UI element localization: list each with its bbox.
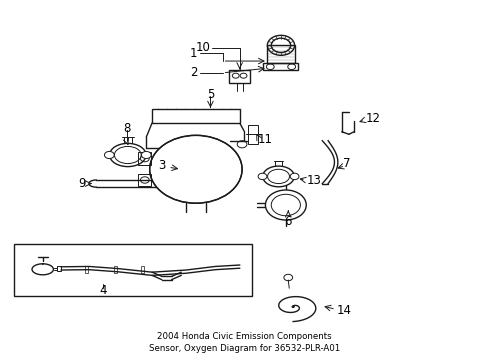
Circle shape: [258, 173, 266, 180]
Circle shape: [265, 190, 305, 220]
Bar: [152, 109, 239, 123]
Ellipse shape: [109, 143, 146, 167]
Bar: [57, 266, 61, 271]
Bar: [114, 266, 117, 273]
Text: 3: 3: [158, 159, 165, 172]
Bar: [263, 63, 298, 70]
Text: 8: 8: [123, 122, 130, 135]
Bar: [248, 125, 258, 144]
Text: 11: 11: [258, 133, 273, 146]
Circle shape: [141, 152, 151, 158]
Text: 10: 10: [195, 41, 210, 54]
Text: 5: 5: [206, 88, 214, 101]
Text: 6: 6: [284, 215, 291, 228]
Bar: [85, 266, 88, 273]
Circle shape: [289, 173, 298, 180]
Bar: [137, 152, 151, 165]
Text: 9: 9: [78, 177, 85, 190]
Bar: [141, 266, 143, 273]
Text: 7: 7: [342, 157, 349, 170]
Text: 1: 1: [189, 47, 197, 60]
Text: 13: 13: [306, 174, 321, 187]
Text: 2: 2: [189, 66, 197, 79]
Text: 14: 14: [336, 304, 351, 317]
Ellipse shape: [149, 135, 242, 203]
Bar: [266, 45, 294, 63]
Bar: [14, 244, 251, 296]
Bar: [137, 174, 151, 186]
Ellipse shape: [262, 166, 294, 187]
Bar: [228, 70, 250, 83]
Text: 4: 4: [100, 284, 107, 297]
Text: 2004 Honda Civic Emission Components
Sensor, Oxygen Diagram for 36532-PLR-A01: 2004 Honda Civic Emission Components Sen…: [148, 332, 340, 353]
Text: 12: 12: [366, 112, 380, 125]
Circle shape: [104, 152, 114, 158]
